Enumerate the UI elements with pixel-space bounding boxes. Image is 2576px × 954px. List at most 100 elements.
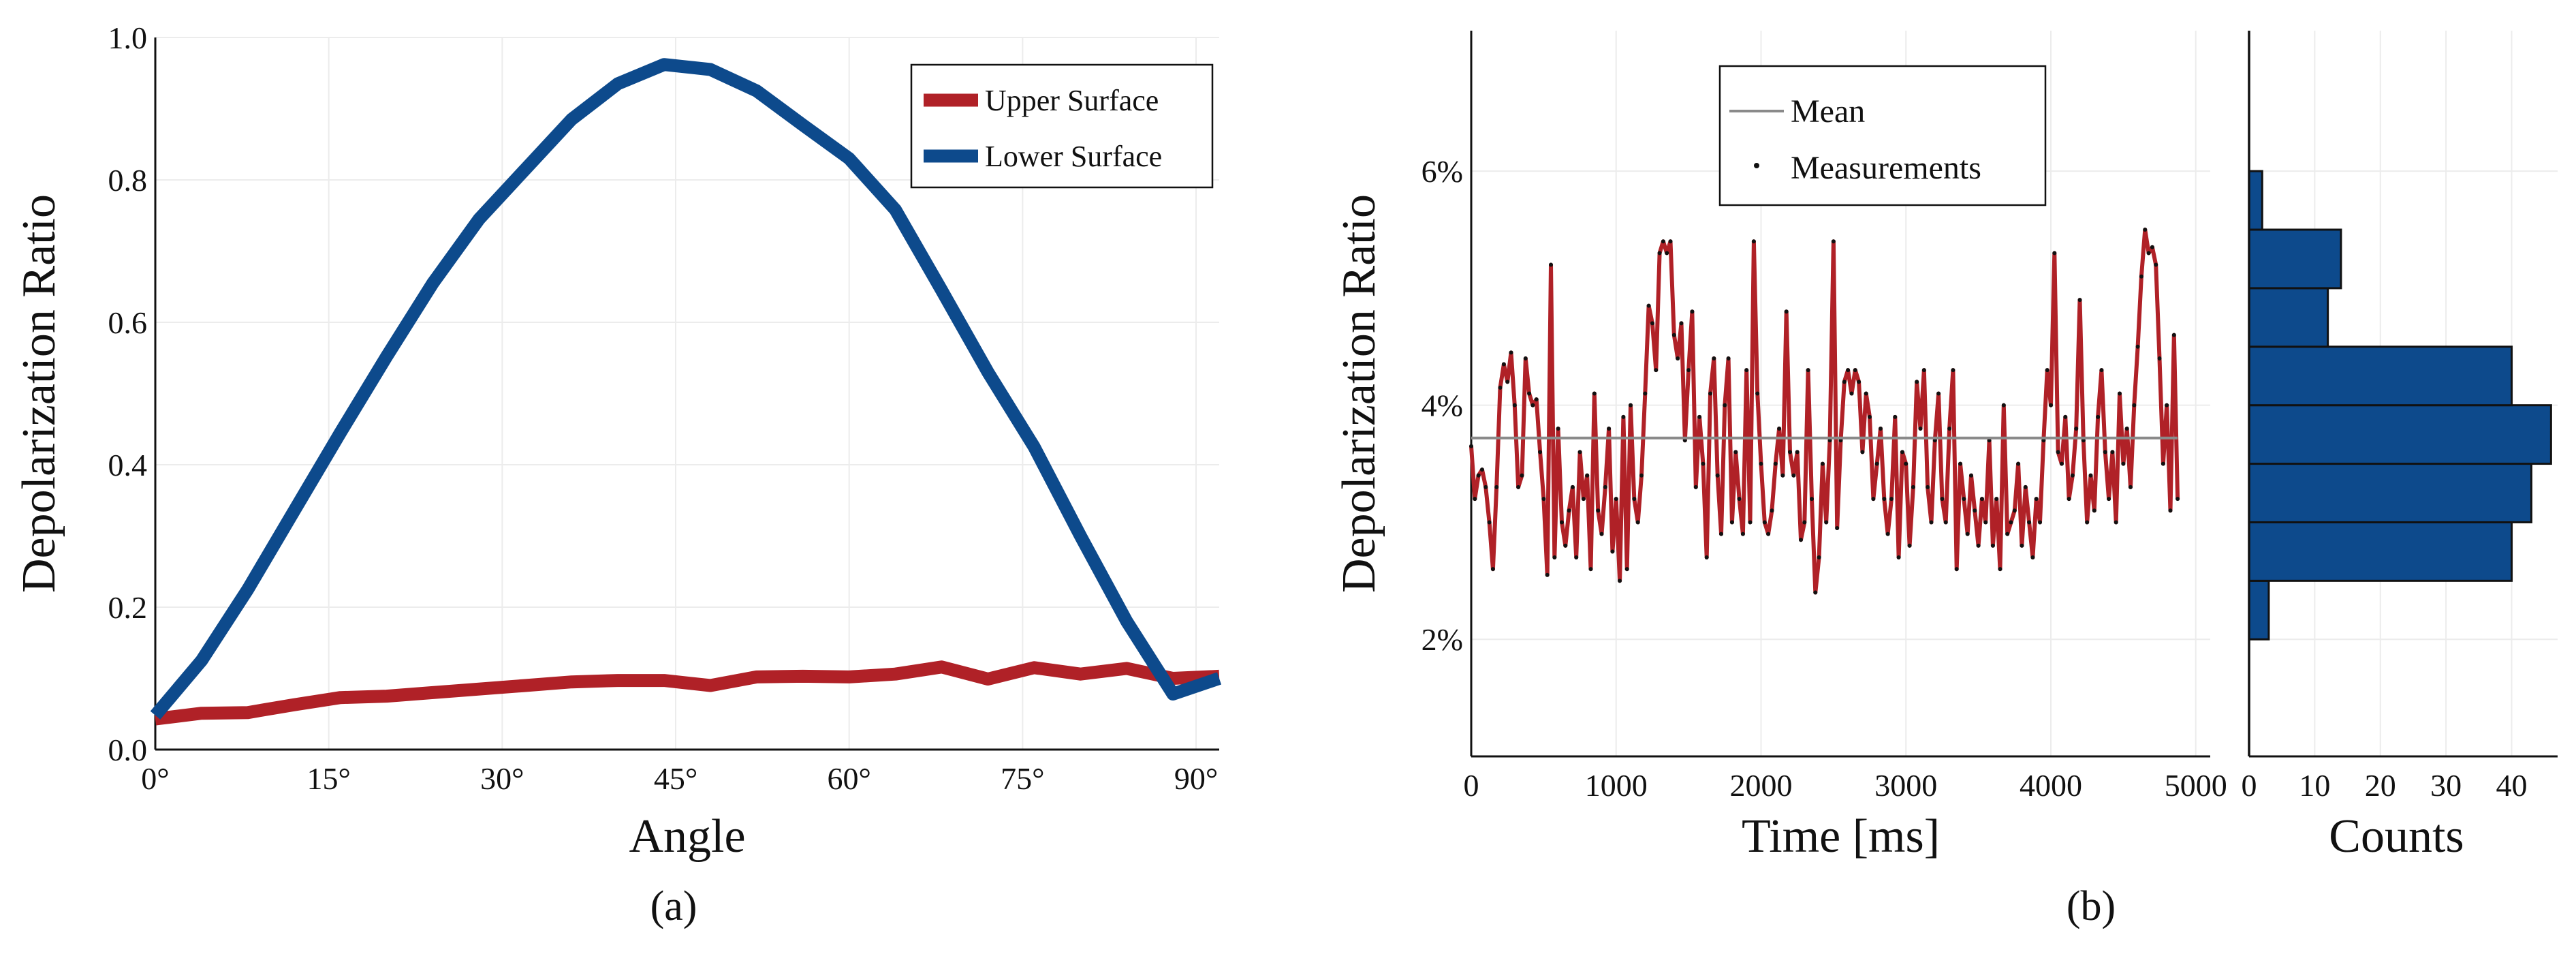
measurement-point [1857,380,1862,384]
x-tick-label: 0 [1464,768,1479,803]
measurement-point [1835,526,1840,531]
x-tick-label: 30 [2430,768,2462,803]
measurement-point [1882,497,1887,502]
panel-b-time-series-chart: 0 1000 2000 3000 4000 5000 2% 4% 6% Time [ms] Depo… [1333,31,2227,929]
x-tick-label: 30° [480,761,524,796]
measurement-point [1780,473,1785,478]
x-tick-label: 75° [1001,761,1044,796]
measurement-point [1853,368,1857,373]
measurement-point [1842,380,1847,384]
measurement-point [1791,473,1796,478]
measurement-point [1629,403,1633,407]
measurement-point [2023,484,2028,489]
measurement-point [1777,427,1782,431]
measurement-point [1520,473,1524,478]
measurement-point [1657,251,1662,256]
measurement-point [2103,450,2107,455]
measurement-point [2045,368,2049,373]
measurement-point [1795,450,1800,455]
measurement-point [2099,368,2104,373]
measurement-point [1788,450,1793,455]
measurement-point [1929,520,1934,525]
measurement-point [2052,251,2057,256]
measurement-point [1585,473,1590,478]
measurement-point [1918,427,1923,431]
panel-caption: (a) [650,883,697,929]
measurement-point [2048,403,2053,407]
measurement-point [2176,497,2180,502]
measurement-point [1624,567,1629,572]
legend-label: Upper Surface [985,84,1159,117]
measurement-point [1846,368,1851,373]
measurement-point [1671,333,1676,337]
measurement-point [2128,484,2133,489]
measurement-point [2154,262,2158,267]
measurement-point [1740,532,1745,536]
measurement-point [2118,391,2122,396]
measurement-point [1473,497,1477,502]
legend-label: Mean [1791,93,1865,129]
measurement-point [1973,508,1977,513]
histogram-bar [2248,521,2513,582]
measurement-point [1498,385,1503,390]
measurement-point [1860,450,1865,455]
measurement-point [1806,368,1810,373]
measurement-point [1889,497,1894,502]
measurement-point [1968,473,1973,478]
measurement-point [1712,356,1716,360]
measurement-point [1469,444,1473,448]
x-tick-label: 60° [827,761,870,796]
measurement-point [1483,484,1488,489]
measurement-point [1708,391,1713,396]
x-axis-label: Counts [2329,810,2464,863]
measurement-point [2056,450,2060,455]
measurement-point [1990,543,1995,548]
measurement-point [1885,532,1890,536]
measurement-point [2157,356,2162,360]
measurement-point [2005,532,2010,536]
measurement-point [2096,414,2101,419]
measurement-point [1954,567,1959,572]
measurement-point [1915,380,1919,384]
measurement-point [2001,403,2006,407]
legend-label: Lower Surface [985,140,1162,173]
measurement-point [1610,549,1615,554]
x-tick-label: 45° [654,761,697,796]
legend-box [1718,65,2047,206]
measurement-point [1661,239,1665,244]
measurement-point [1751,239,1756,244]
measurement-point [1607,427,1612,431]
measurement-point [2027,520,2032,525]
x-tick-label: 2000 [1729,768,1792,803]
measurement-point [2088,473,2093,478]
measurement-point [2077,298,2082,303]
measurement-point [1896,555,1901,559]
measurement-point [1762,520,1767,525]
measurement-point [1994,497,1999,502]
measurement-point [1574,555,1579,559]
measurement-point [2085,520,2090,525]
measurement-point [1936,391,1941,396]
measurement-point [1603,484,1607,489]
measurement-point [1530,403,1535,407]
measurement-point [1654,368,1659,373]
measurement-point [1599,532,1604,536]
measurement-point [2132,403,2137,407]
measurement-point [1748,520,1753,525]
measurement-point [1824,520,1829,525]
measurement-point [2171,333,2176,337]
measurement-point [1962,497,1966,502]
measurement-point [1679,321,1684,326]
measurement-point [1744,368,1749,373]
x-tick-label: 3000 [1874,768,1937,803]
x-tick-label: 1000 [1585,768,1648,803]
x-tick-label: 10 [2299,768,2330,803]
histogram-bar [2248,345,2513,407]
measurement-point [1697,414,1702,419]
measurement-point [2161,461,2165,466]
y-tick-label: 0.2 [108,590,148,625]
x-tick-label: 5000 [2165,768,2227,803]
measurement-point [1979,497,1984,502]
measurement-point [1718,532,1723,536]
measurement-point [1879,427,1883,431]
